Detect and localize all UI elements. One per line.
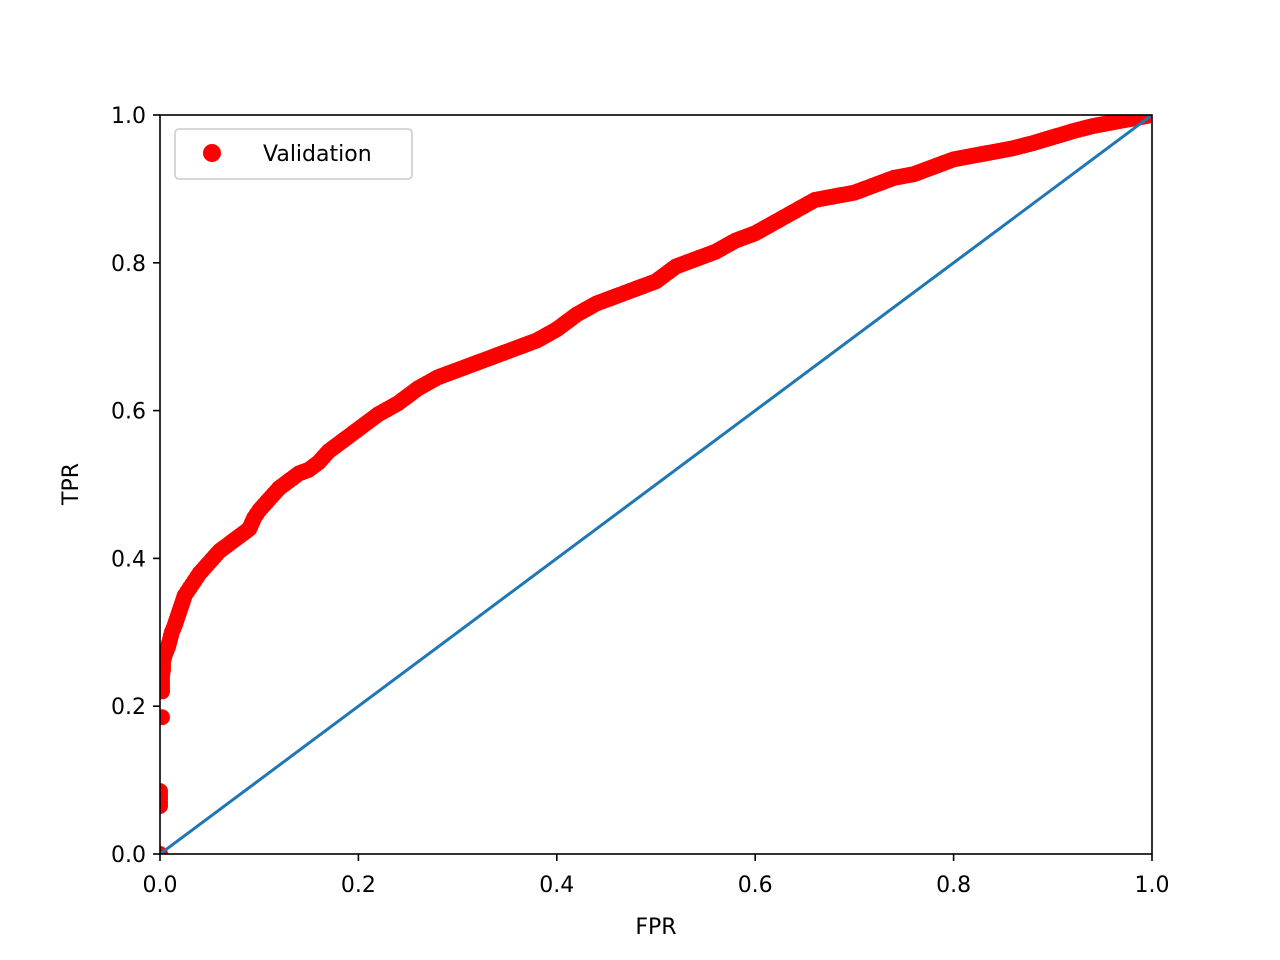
y-tick-label: 0.6 [111, 400, 146, 425]
x-tick-label: 0.0 [143, 873, 178, 898]
x-tick-label: 1.0 [1135, 873, 1170, 898]
diagonal-reference-line [160, 115, 1152, 854]
series-validation [160, 115, 1152, 854]
data-point [160, 783, 168, 800]
legend: Validation [174, 128, 413, 180]
legend-box [174, 128, 413, 180]
y-tick-label: 0.2 [111, 695, 146, 720]
y-tick-label: 0.8 [111, 252, 146, 277]
y-tick-label: 1.0 [111, 104, 146, 129]
axes-frame [159, 114, 1153, 855]
series-layer [160, 115, 1152, 854]
x-axis-ticks: 0.0 0.2 0.4 0.6 0.8 1.0 [143, 854, 1170, 898]
data-point [160, 709, 170, 726]
legend-marker-validation [203, 144, 221, 162]
x-tick-label: 0.2 [341, 873, 376, 898]
y-axis-label: TPR [59, 463, 84, 506]
x-tick-label: 0.6 [738, 873, 773, 898]
x-axis-label: FPR [635, 915, 676, 940]
y-tick-label: 0.0 [111, 843, 146, 868]
x-tick-label: 0.8 [936, 873, 971, 898]
y-tick-label: 0.4 [111, 547, 146, 572]
y-axis-ticks: 0.0 0.2 0.4 0.6 0.8 1.0 [111, 104, 160, 868]
legend-label-validation: Validation [263, 142, 372, 167]
x-tick-label: 0.4 [539, 873, 574, 898]
